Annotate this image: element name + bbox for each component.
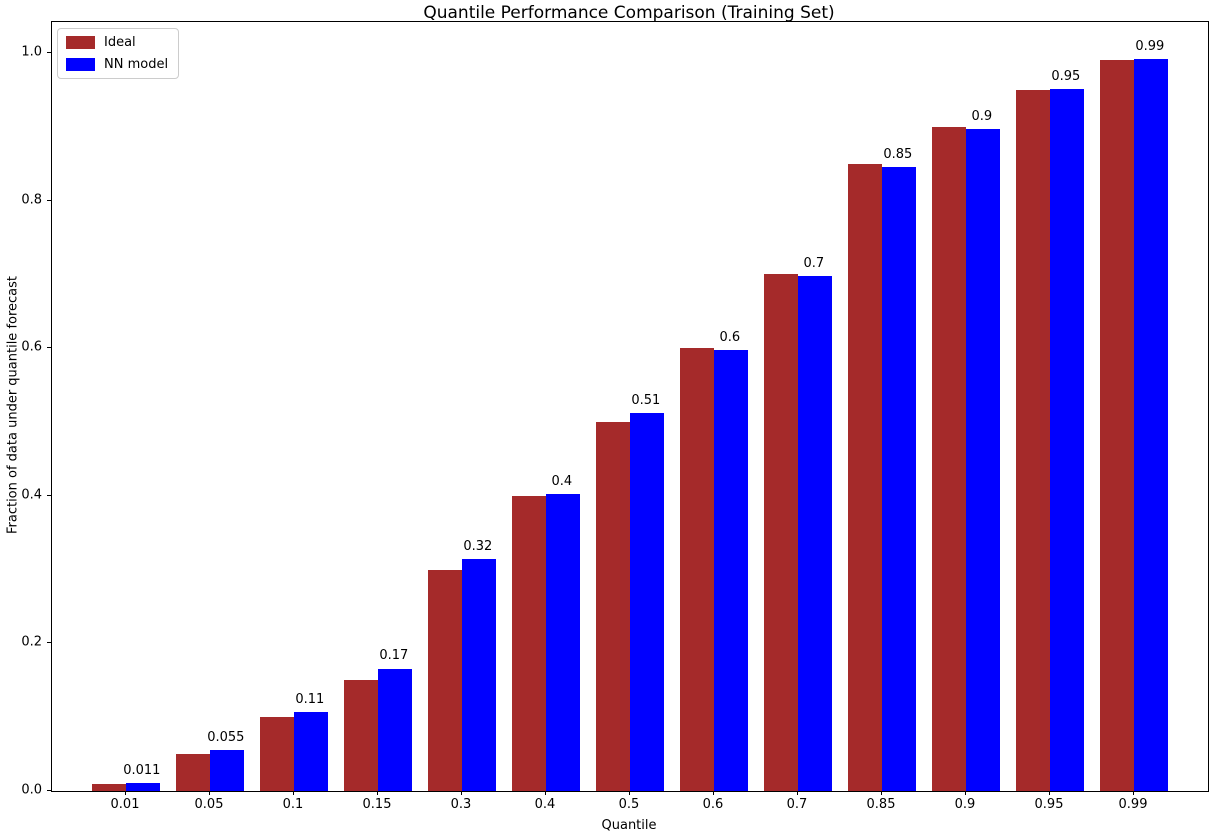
bar-ideal-0.05 bbox=[176, 754, 210, 791]
x-tick-mark bbox=[629, 791, 630, 795]
bar-ideal-0.4 bbox=[512, 495, 546, 791]
bar-ideal-0.1 bbox=[260, 717, 294, 791]
bar-value-label: 0.4 bbox=[551, 473, 573, 489]
bar-ideal-0.85 bbox=[848, 163, 882, 791]
x-tick-mark bbox=[713, 791, 714, 795]
bar-value-label: 0.32 bbox=[463, 538, 493, 554]
y-tick-label: 0.6 bbox=[21, 339, 42, 355]
bar-ideal-0.15 bbox=[344, 680, 378, 791]
bar-ideal-0.3 bbox=[428, 569, 462, 791]
bar-value-label: 0.6 bbox=[719, 330, 741, 346]
legend-item-nn-model: NN model bbox=[66, 57, 168, 72]
x-tick-mark bbox=[125, 791, 126, 795]
x-tick-label: 0.5 bbox=[618, 797, 640, 812]
bar-nn-model-0.3 bbox=[462, 558, 496, 791]
y-tick-label: 0.2 bbox=[21, 634, 42, 650]
x-tick-label: 0.3 bbox=[450, 797, 472, 812]
bar-ideal-0.9 bbox=[932, 126, 966, 791]
y-tick-label: 0.8 bbox=[21, 192, 42, 208]
legend: Ideal NN model bbox=[57, 28, 180, 79]
bar-ideal-0.7 bbox=[764, 274, 798, 791]
x-axis-label: Quantile bbox=[601, 818, 657, 833]
bar-ideal-0.95 bbox=[1016, 89, 1050, 791]
bar-value-label: 0.95 bbox=[1051, 69, 1081, 85]
bar-nn-model-0.01 bbox=[126, 782, 160, 791]
x-tick-mark bbox=[293, 791, 294, 795]
bar-value-label: 0.17 bbox=[379, 648, 409, 664]
x-tick-mark bbox=[377, 791, 378, 795]
bar-value-label: 0.011 bbox=[123, 762, 161, 778]
bar-value-label: 0.99 bbox=[1135, 38, 1165, 54]
plot-area bbox=[51, 21, 1209, 792]
x-tick-label: 0.4 bbox=[534, 797, 556, 812]
legend-item-ideal: Ideal bbox=[66, 35, 168, 50]
bar-nn-model-0.9 bbox=[966, 129, 1000, 791]
x-tick-mark bbox=[1049, 791, 1050, 795]
y-tick-mark bbox=[47, 199, 51, 201]
x-tick-mark bbox=[1133, 791, 1134, 795]
legend-label-ideal: Ideal bbox=[104, 35, 136, 50]
bar-nn-model-0.6 bbox=[714, 350, 748, 791]
bar-nn-model-0.05 bbox=[210, 750, 244, 791]
bar-ideal-0.5 bbox=[596, 422, 630, 791]
x-tick-mark bbox=[545, 791, 546, 795]
bar-nn-model-0.1 bbox=[294, 712, 328, 791]
y-tick-label: 1.0 bbox=[21, 44, 42, 60]
legend-label-nn-model: NN model bbox=[104, 57, 169, 72]
x-tick-mark bbox=[881, 791, 882, 795]
bar-nn-model-0.99 bbox=[1134, 58, 1168, 791]
y-tick-mark bbox=[47, 790, 51, 791]
x-tick-label: 0.95 bbox=[1034, 797, 1064, 812]
bar-nn-model-0.4 bbox=[546, 493, 580, 791]
legend-swatch-ideal bbox=[66, 36, 95, 49]
y-tick-mark bbox=[47, 642, 51, 644]
bar-ideal-0.01 bbox=[92, 783, 126, 791]
bar-value-label: 0.11 bbox=[295, 692, 325, 708]
x-tick-label: 0.85 bbox=[866, 797, 896, 812]
bar-ideal-0.6 bbox=[680, 348, 714, 791]
x-tick-label: 0.1 bbox=[282, 797, 304, 812]
x-tick-mark bbox=[965, 791, 966, 795]
x-tick-mark bbox=[461, 791, 462, 795]
x-tick-mark bbox=[209, 791, 210, 795]
bar-nn-model-0.5 bbox=[630, 413, 664, 791]
x-tick-label: 0.99 bbox=[1118, 797, 1148, 812]
bar-nn-model-0.7 bbox=[798, 275, 832, 791]
x-tick-label: 0.9 bbox=[954, 797, 976, 812]
x-tick-label: 0.05 bbox=[194, 797, 224, 812]
legend-swatch-nn-model bbox=[66, 58, 95, 71]
x-tick-label: 0.15 bbox=[362, 797, 392, 812]
y-tick-label: 0.0 bbox=[21, 782, 42, 798]
y-tick-mark bbox=[47, 52, 51, 53]
bar-nn-model-0.85 bbox=[882, 166, 916, 791]
x-tick-label: 0.6 bbox=[702, 797, 724, 812]
x-tick-mark bbox=[797, 791, 798, 795]
y-tick-mark bbox=[47, 347, 51, 349]
chart-title: Quantile Performance Comparison (Trainin… bbox=[423, 3, 835, 23]
bar-value-label: 0.7 bbox=[803, 255, 825, 271]
y-tick-mark bbox=[47, 494, 51, 496]
bar-value-label: 0.9 bbox=[971, 109, 993, 124]
bar-nn-model-0.15 bbox=[378, 668, 412, 791]
x-tick-label: 0.7 bbox=[786, 797, 808, 812]
bar-nn-model-0.95 bbox=[1050, 89, 1084, 791]
bar-ideal-0.99 bbox=[1100, 60, 1134, 791]
y-tick-label: 0.4 bbox=[21, 487, 42, 503]
bar-value-label: 0.055 bbox=[207, 730, 245, 746]
bar-value-label: 0.51 bbox=[631, 393, 661, 409]
y-axis-label: Fraction of data under quantile forecast bbox=[5, 275, 21, 535]
bar-value-label: 0.85 bbox=[883, 146, 913, 162]
x-tick-label: 0.01 bbox=[110, 797, 140, 812]
